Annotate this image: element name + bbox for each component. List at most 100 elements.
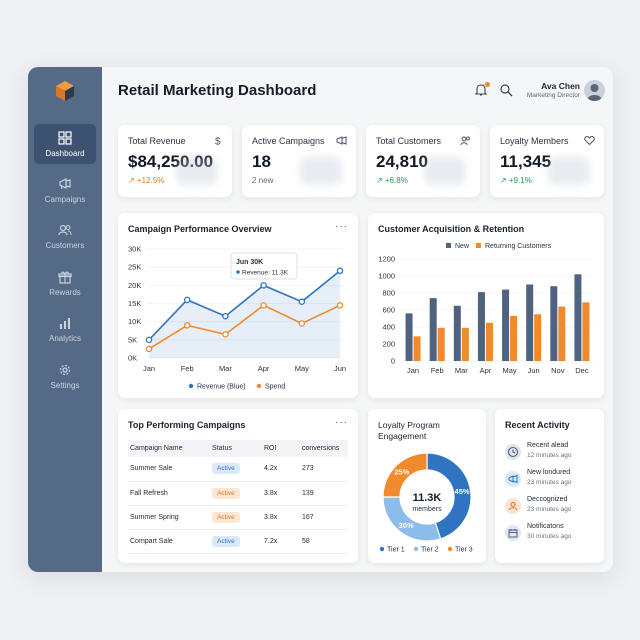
sidebar-item-label: Customers xyxy=(45,240,85,250)
x-tick-label: Feb xyxy=(431,366,444,375)
campaign-name: Compart Sale xyxy=(128,529,210,554)
activity-item[interactable]: Notificatons 30 minutes ago xyxy=(505,523,600,547)
card-title-line2: Engagement xyxy=(378,430,427,441)
activity-item[interactable]: New londured 23 minutes ago xyxy=(505,469,600,493)
avatar[interactable] xyxy=(584,80,605,101)
table-row[interactable]: Fall Refresh Active 3.8x 139 xyxy=(128,481,348,506)
main-content: Retail Marketing Dashboard Ava Chen Mark… xyxy=(102,67,613,572)
card-title-line1: Loyalty Program xyxy=(378,420,440,430)
spend-line xyxy=(148,304,341,350)
legend-tier2: Tier 2 xyxy=(421,547,439,554)
sidebar-item-settings[interactable]: Settings xyxy=(34,356,96,396)
legend-swatch-spend xyxy=(256,383,262,389)
bar-returning xyxy=(558,306,566,361)
status-badge: Active xyxy=(212,487,240,499)
sidebar-item-label: Rewards xyxy=(49,287,81,297)
search-icon[interactable] xyxy=(499,83,513,97)
sidebar-item-rewards[interactable]: Rewards xyxy=(34,263,96,303)
megaphone-icon xyxy=(59,177,71,189)
y-tick-label: 200 xyxy=(382,340,395,349)
donut-center-value: 11.3K xyxy=(413,492,442,504)
svg-text:$: $ xyxy=(215,137,221,147)
revenue-point xyxy=(145,336,153,344)
activity-time: 23 minutes ago xyxy=(527,479,572,486)
column-header[interactable]: Status xyxy=(210,440,262,457)
spend-point xyxy=(336,302,344,309)
conversions-value: 273 xyxy=(300,457,348,482)
gear-icon xyxy=(59,364,71,375)
kpi-card-revenue[interactable]: Total Revenue $ $84,250.00 ↗ +12.5% xyxy=(118,125,232,197)
kpi-change: ↗ +6.8% xyxy=(376,176,408,185)
kpi-card-campaigns[interactable]: Active Campaigns 18 2 new xyxy=(242,125,356,197)
y-tick-label: 1200 xyxy=(378,255,395,264)
bar-new xyxy=(453,305,461,361)
tooltip-dot xyxy=(236,270,240,274)
user-role: Marketing Director xyxy=(526,92,580,99)
kpi-change: 2 new xyxy=(252,176,274,185)
y-tick-label: 400 xyxy=(382,323,395,332)
x-tick-label: Apr xyxy=(258,364,270,373)
notification-dot xyxy=(485,82,490,87)
kpi-title: Total Customers xyxy=(376,136,442,146)
status-badge: Active xyxy=(212,535,240,547)
activity-item[interactable]: Deccognized 23 minutes ago xyxy=(505,496,600,520)
legend-swatch-new xyxy=(446,243,451,248)
kpi-decoration xyxy=(300,157,342,185)
status-badge: Active xyxy=(212,511,240,523)
table-row[interactable]: Compart Sale Active 7.2x 58 xyxy=(128,529,348,554)
donut-legend: Tier 1 Tier 2 Tier 3 xyxy=(379,547,473,554)
tooltip: Jun 30K Revenue: 11.3K xyxy=(230,252,298,280)
campaign-table: Campaign Name Status ROI conversions Sum… xyxy=(128,440,348,554)
sidebar-item-label: Settings xyxy=(50,380,80,390)
y-tick-label: 0 xyxy=(391,357,395,366)
y-tick-label: 5K xyxy=(128,335,137,344)
more-menu-icon[interactable]: ··· xyxy=(335,221,348,232)
revenue-point xyxy=(336,267,344,275)
bar-returning xyxy=(582,302,590,361)
sidebar-item-analytics[interactable]: Analytics xyxy=(34,309,96,349)
x-tick-label: Apr xyxy=(480,366,492,375)
legend-new: New xyxy=(455,243,470,250)
kpi-card-loyalty[interactable]: Loyalty Members 11,345 ↗ +9.1% xyxy=(490,125,604,197)
more-menu-icon[interactable]: ··· xyxy=(335,417,348,428)
users-icon xyxy=(460,136,470,146)
kpi-card-customers[interactable]: Total Customers 24,810 ↗ +6.8% xyxy=(366,125,480,197)
conversions-value: 167 xyxy=(300,505,348,530)
kpi-value: 18 xyxy=(252,152,271,171)
donut-slice-3 xyxy=(382,452,428,498)
activity-time: 23 minutes ago xyxy=(527,506,572,513)
conversions-value: 58 xyxy=(300,529,348,554)
kpi-title: Total Revenue xyxy=(128,136,186,146)
bar-new xyxy=(574,274,582,361)
sidebar-item-customers[interactable]: Customers xyxy=(34,216,96,256)
revenue-line xyxy=(148,270,341,341)
x-tick-label: Nov xyxy=(551,366,565,375)
chart-legend: New Returning Customers xyxy=(446,243,552,250)
y-tick-label: 10K xyxy=(128,317,141,326)
bar-returning xyxy=(437,327,445,361)
chart-legend: Revenue (Blue) Spend xyxy=(188,383,285,391)
column-header[interactable]: conversions xyxy=(300,440,348,457)
table-row[interactable]: Summer Spring Active 3.8x 167 xyxy=(128,505,348,530)
x-tick-label: Feb xyxy=(181,364,194,373)
table-row[interactable]: Summer Sale Active 4.2x 273 xyxy=(128,457,348,482)
activity-item[interactable]: Recent alead 12 minutes ago xyxy=(505,442,600,466)
spend-point xyxy=(260,302,267,309)
bar-chart: New Returning Customers 0 200 400 600 800 100… xyxy=(378,243,594,375)
bar-returning xyxy=(534,314,542,361)
bar-returning xyxy=(413,336,421,361)
donut-slice-1 xyxy=(426,452,472,540)
column-header[interactable]: Campaign Name xyxy=(128,440,210,457)
roi-value: 3.8x xyxy=(262,505,300,530)
column-header[interactable]: ROI xyxy=(262,440,300,457)
sidebar-item-dashboard[interactable]: Dashboard xyxy=(34,124,96,164)
sidebar-item-campaigns[interactable]: Campaigns xyxy=(34,170,96,210)
revenue-point xyxy=(298,298,306,305)
line-chart: 0K 5K 10K 15K 20K 25K 30K Jan Feb Mar Apr May Jun J… xyxy=(128,245,346,391)
donut-center-label: members xyxy=(412,506,442,513)
donut-slice-label: 45% xyxy=(455,487,470,496)
revenue-point xyxy=(222,312,229,320)
activity-title: New londured xyxy=(527,469,571,476)
bell-icon[interactable] xyxy=(474,83,488,97)
legend-swatch-returning xyxy=(476,243,481,248)
